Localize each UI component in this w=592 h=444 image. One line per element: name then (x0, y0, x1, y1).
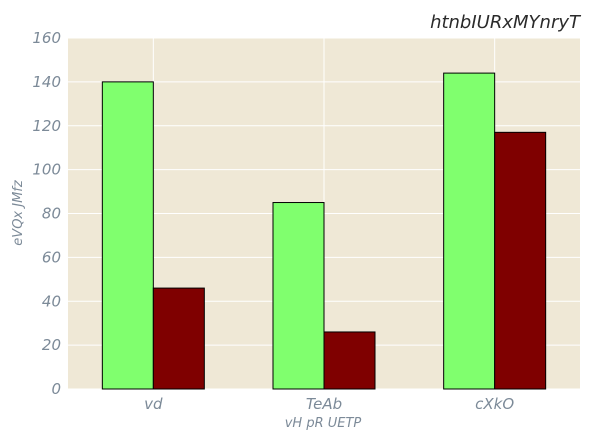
y-axis-ticks: 0 20 40 60 80 100 120 140 160 (32, 29, 61, 398)
x-axis-ticks: vd TeAb cXkO (144, 395, 514, 413)
bar-series-2-vd (152, 287, 205, 390)
y-axis-label: eVQx JMfz (11, 179, 26, 246)
x-axis-label: vH pR UETP (285, 416, 362, 431)
x-tick-label: TeAb (306, 395, 342, 413)
bar-series-1-cXkO (443, 72, 496, 390)
x-tick-label: vd (144, 395, 163, 413)
bar-series-1-TeAb (272, 202, 325, 390)
y-tick-label: 160 (32, 29, 61, 47)
y-tick-label: 120 (32, 117, 61, 135)
y-tick-label: 100 (32, 161, 61, 179)
y-tick-label: 80 (42, 205, 61, 223)
y-tick-label: 40 (42, 292, 61, 310)
bar-series-2-TeAb (323, 331, 376, 390)
bar-series-2-cXkO (494, 131, 547, 390)
bar-series-1-vd (101, 81, 154, 390)
x-tick-label: cXkO (475, 395, 514, 413)
y-tick-label: 60 (42, 248, 61, 266)
y-tick-label: 0 (51, 380, 61, 398)
y-tick-label: 140 (32, 73, 61, 91)
y-tick-label: 20 (42, 336, 61, 354)
bars (101, 72, 547, 390)
chart-title: htnbIURxMYnryT (430, 12, 582, 33)
